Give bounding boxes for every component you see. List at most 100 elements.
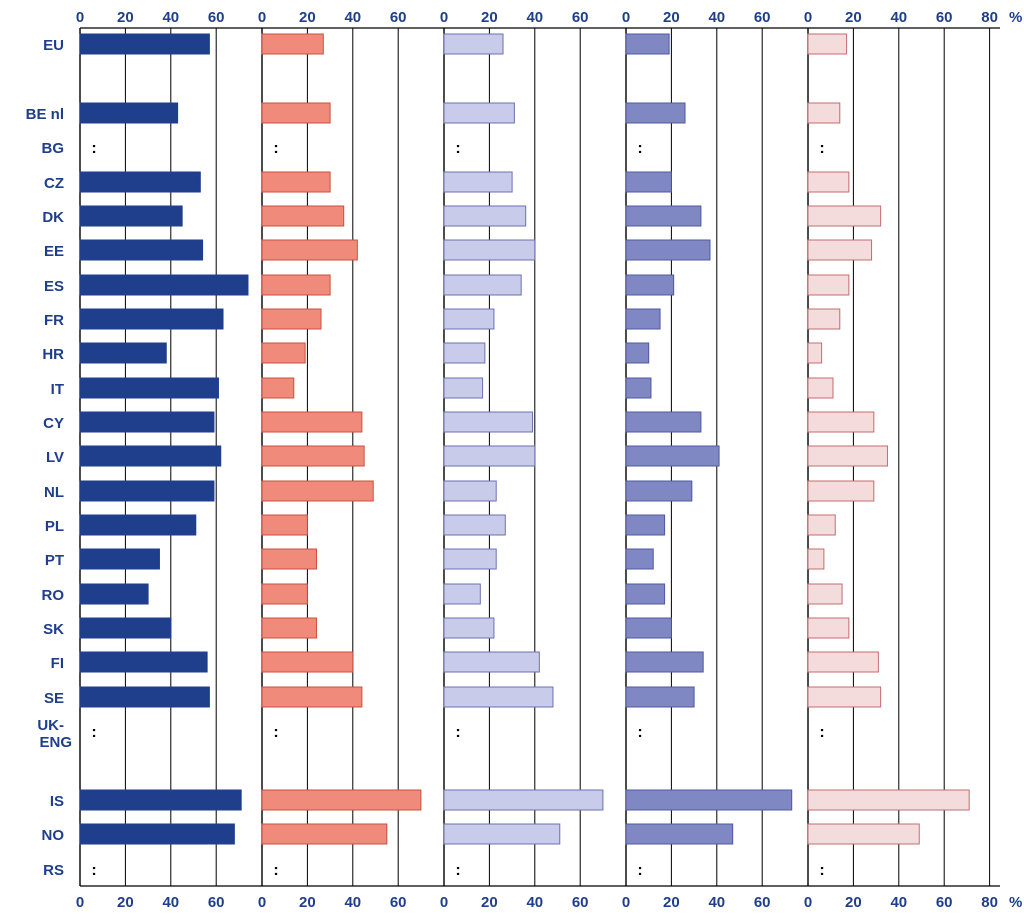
labels-layer: 0 20 40 60 0 20 40 60 0 20 40 60 0 20 40 60 0 20 40 60 80 % 0 2… (26, 9, 1023, 911)
bar (443, 480, 497, 502)
bar (625, 583, 666, 605)
bar (261, 33, 324, 55)
bar (79, 480, 215, 502)
bar (443, 617, 495, 639)
bar (261, 651, 354, 673)
missing-value-marker: : (91, 140, 96, 157)
bar (261, 171, 331, 193)
top-tick-label: 60 (390, 9, 407, 26)
bar (807, 651, 879, 673)
bar (79, 548, 160, 570)
bar (807, 205, 882, 227)
bar (443, 33, 504, 55)
top-tick-label: 60 (936, 9, 953, 26)
bar (261, 686, 363, 708)
bar (261, 480, 374, 502)
category-label: IS (50, 793, 64, 810)
missing-value-marker: : (819, 862, 824, 879)
category-label: DK (42, 209, 64, 226)
bar (807, 514, 836, 536)
bar (261, 377, 295, 399)
bar (625, 377, 652, 399)
bar (807, 617, 850, 639)
top-tick-label: 60 (572, 9, 589, 26)
bar (79, 651, 208, 673)
missing-value-marker: : (455, 724, 460, 741)
bar (443, 342, 486, 364)
top-tick-label: 80 (981, 9, 998, 26)
bar (261, 789, 422, 811)
bar (79, 789, 242, 811)
bottom-tick-label: 20 (117, 894, 134, 911)
bar (261, 617, 317, 639)
bar (443, 205, 527, 227)
category-label: RS (43, 862, 64, 879)
bar (807, 823, 920, 845)
bar (443, 583, 481, 605)
bar (625, 308, 661, 330)
category-label: ENG (39, 734, 72, 751)
category-label: IT (51, 381, 64, 398)
bottom-tick-label: 40 (526, 894, 543, 911)
bar (79, 342, 167, 364)
bar (443, 823, 561, 845)
bar (261, 823, 388, 845)
missing-value-marker: : (91, 724, 96, 741)
bottom-tick-label: 20 (845, 894, 862, 911)
category-label: NO (42, 827, 65, 844)
bar (807, 583, 843, 605)
category-label: SK (43, 621, 64, 638)
bar (79, 377, 219, 399)
missing-value-marker: : (637, 140, 642, 157)
category-label: PT (45, 552, 64, 569)
bar (443, 274, 522, 296)
bar (625, 445, 720, 467)
bottom-tick-label: 80 (981, 894, 998, 911)
bar (625, 33, 670, 55)
bar (807, 686, 882, 708)
missing-value-marker: : (273, 862, 278, 879)
bar (807, 274, 850, 296)
bar (79, 171, 201, 193)
bar (261, 308, 322, 330)
bar (625, 205, 702, 227)
bar (807, 33, 848, 55)
missing-value-marker: : (455, 140, 460, 157)
bar (261, 205, 345, 227)
bottom-tick-label: 60 (754, 894, 771, 911)
top-tick-label: 0 (622, 9, 630, 26)
bar (261, 548, 317, 570)
category-label: LV (46, 449, 64, 466)
bottom-tick-label: 40 (344, 894, 361, 911)
bar (261, 514, 308, 536)
bottom-tick-label: 60 (936, 894, 953, 911)
bar (443, 308, 495, 330)
category-label: FR (44, 312, 64, 329)
bar (443, 514, 506, 536)
bar (79, 33, 210, 55)
bar (79, 823, 235, 845)
category-label: RO (42, 587, 65, 604)
bar (79, 102, 179, 124)
bottom-tick-label: 20 (299, 894, 316, 911)
category-label: EE (44, 243, 64, 260)
bar (625, 617, 672, 639)
bar (625, 102, 686, 124)
bottom-tick-label: 0 (622, 894, 630, 911)
top-tick-label: 0 (804, 9, 812, 26)
bar (443, 548, 497, 570)
bar (807, 480, 875, 502)
bar (261, 445, 365, 467)
bottom-tick-label: 60 (572, 894, 589, 911)
bar (625, 239, 711, 261)
bar (79, 686, 210, 708)
bar (807, 548, 825, 570)
bottom-unit-label: % (1009, 894, 1022, 911)
missing-value-marker: : (819, 724, 824, 741)
top-tick-label: 40 (344, 9, 361, 26)
top-tick-label: 60 (208, 9, 225, 26)
bar (261, 411, 363, 433)
bar (625, 411, 702, 433)
top-tick-label: 40 (890, 9, 907, 26)
